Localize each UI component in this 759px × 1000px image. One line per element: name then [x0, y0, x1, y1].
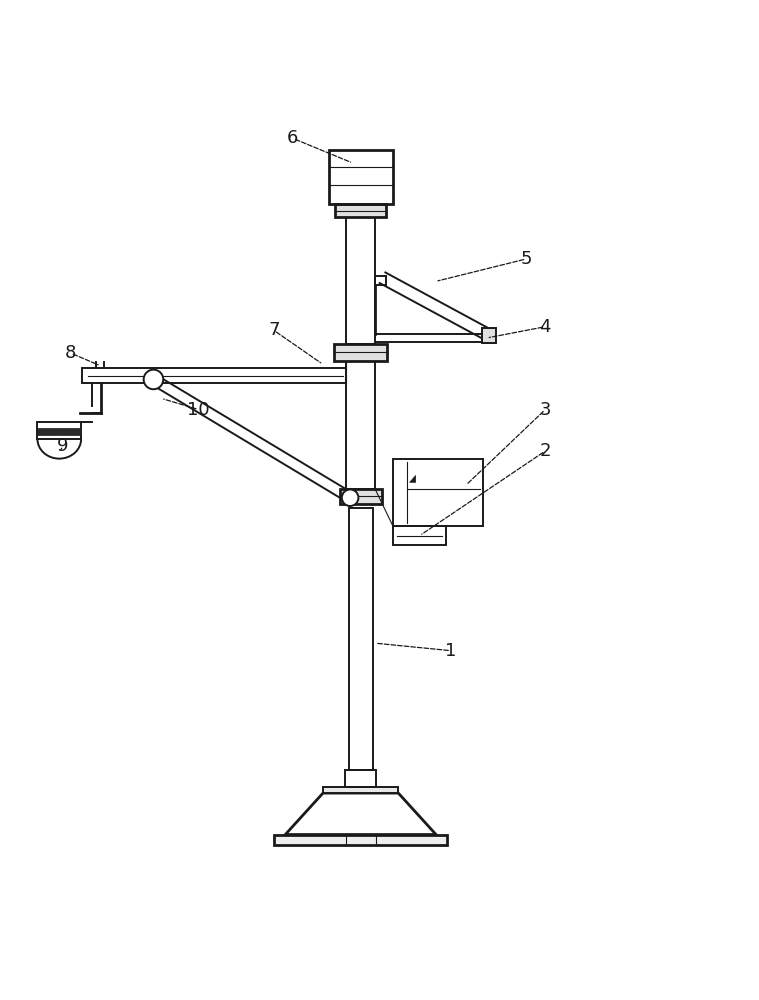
Bar: [339, 489, 382, 504]
Bar: [393, 459, 483, 526]
Bar: [345, 770, 376, 787]
Text: 1: 1: [446, 642, 457, 660]
Bar: [82, 368, 346, 383]
Bar: [37, 422, 81, 439]
Text: 8: 8: [65, 344, 76, 362]
Bar: [393, 526, 446, 545]
Text: 2: 2: [540, 442, 551, 460]
Bar: [323, 787, 398, 793]
Bar: [346, 361, 375, 489]
Bar: [274, 835, 447, 845]
Text: 9: 9: [57, 437, 69, 455]
Bar: [335, 204, 386, 217]
Text: 10: 10: [187, 401, 210, 419]
Bar: [482, 328, 496, 343]
Text: 4: 4: [540, 318, 551, 336]
Text: 6: 6: [287, 129, 298, 147]
Bar: [329, 150, 392, 204]
Text: 5: 5: [521, 250, 532, 268]
Bar: [334, 344, 387, 361]
Polygon shape: [410, 476, 416, 482]
Text: 3: 3: [540, 401, 551, 419]
Circle shape: [342, 489, 358, 506]
Bar: [346, 217, 375, 344]
Bar: [348, 508, 373, 770]
Circle shape: [143, 370, 163, 389]
Bar: [37, 428, 81, 435]
Text: 7: 7: [268, 321, 280, 339]
